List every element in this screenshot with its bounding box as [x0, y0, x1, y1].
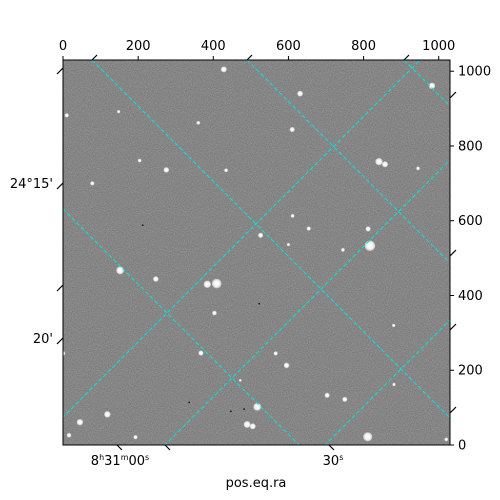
- star-point: [363, 432, 373, 442]
- x-axis-title: pos.eq.ra: [226, 476, 287, 491]
- hot-pixel: [230, 410, 232, 413]
- world-tick: [56, 182, 64, 190]
- star-point: [66, 432, 72, 438]
- star-point: [253, 402, 262, 411]
- world-tick: [449, 91, 457, 99]
- world-tick: [449, 249, 457, 257]
- star-point: [382, 161, 388, 168]
- star-point: [290, 214, 295, 218]
- hot-pixel: [141, 224, 144, 226]
- star-point: [104, 411, 111, 418]
- star-point: [392, 382, 396, 387]
- star-point: [220, 66, 227, 73]
- star-point: [116, 109, 121, 114]
- star-point: [392, 323, 396, 327]
- star-point: [224, 168, 228, 173]
- right-axis-tick-label: 1000: [458, 65, 491, 80]
- star-point: [243, 420, 251, 428]
- star-point: [133, 435, 138, 440]
- star-point: [286, 243, 291, 247]
- dec-tick-label-1515: 24°15': [10, 177, 53, 192]
- hot-pixel: [243, 408, 245, 410]
- star-point: [324, 392, 330, 398]
- right-axis-tick-label: 0: [458, 439, 466, 454]
- star-point: [76, 418, 84, 426]
- star-point: [198, 350, 204, 356]
- star-point: [116, 266, 125, 275]
- star-point: [211, 278, 222, 289]
- world-coordinate-ticks: [56, 54, 457, 451]
- star-point: [306, 226, 311, 231]
- star-point: [212, 310, 217, 316]
- sky-image: [63, 60, 450, 445]
- ra-tick-label-8h31m00s: 8h31m00s: [91, 453, 149, 469]
- top-axis-tick-label: 800: [351, 39, 376, 54]
- star-point: [444, 437, 449, 442]
- star-point: [258, 232, 264, 238]
- world-tick: [116, 444, 123, 451]
- star-point: [64, 113, 69, 118]
- world-tick: [56, 284, 64, 292]
- star-point: [249, 423, 256, 430]
- world-tick: [56, 67, 64, 75]
- world-tick: [164, 444, 171, 451]
- star-point: [238, 378, 242, 382]
- plot-frame: [62, 59, 451, 446]
- star-point: [297, 90, 303, 97]
- star-point: [342, 396, 348, 402]
- star-point: [283, 362, 290, 369]
- dec-grid-line: [324, 319, 450, 445]
- star-point: [416, 166, 420, 171]
- star-point: [153, 276, 159, 282]
- star-point: [196, 120, 201, 125]
- star-point: [341, 248, 345, 252]
- hot-pixel: [188, 401, 190, 404]
- star-point: [364, 240, 376, 252]
- dec-grid-line: [63, 60, 421, 418]
- hot-pixel: [258, 302, 260, 305]
- top-axis-tick-label: 1000: [422, 39, 455, 54]
- star-point: [375, 157, 383, 166]
- top-axis-tick-label: 400: [201, 39, 226, 54]
- world-tick: [449, 323, 457, 331]
- dec-grid-line: [164, 159, 450, 445]
- star-point: [163, 167, 170, 173]
- coordinate-grid: [63, 60, 450, 445]
- top-axis-tick-label: 200: [126, 39, 151, 54]
- star-point: [137, 158, 142, 163]
- dec-tick-label-20: 20': [33, 332, 53, 347]
- star-point: [365, 226, 371, 232]
- star-point: [203, 280, 211, 288]
- right-axis-tick-label: 400: [458, 289, 483, 304]
- star-point: [289, 126, 295, 133]
- stars: [63, 66, 449, 442]
- world-tick: [246, 54, 253, 61]
- world-tick: [56, 337, 64, 345]
- star-point: [90, 181, 95, 186]
- right-axis-tick-label: 200: [458, 364, 483, 379]
- world-tick: [449, 406, 457, 414]
- right-axis-tick-label: 600: [458, 214, 483, 229]
- top-axis-tick-label: 600: [276, 39, 301, 54]
- world-tick: [328, 444, 335, 451]
- star-point: [63, 351, 66, 356]
- star-point: [273, 351, 278, 356]
- top-axis-tick-label: 0: [59, 39, 67, 54]
- world-tick: [91, 54, 98, 61]
- star-point: [428, 82, 436, 90]
- ra-tick-label-30s: 30s: [323, 453, 344, 469]
- right-axis-tick-label: 800: [458, 139, 483, 154]
- pixel-axes: 0 200 400 600 800 1000 0 200 400 600 800 1000: [59, 39, 491, 454]
- world-tick: [403, 54, 410, 61]
